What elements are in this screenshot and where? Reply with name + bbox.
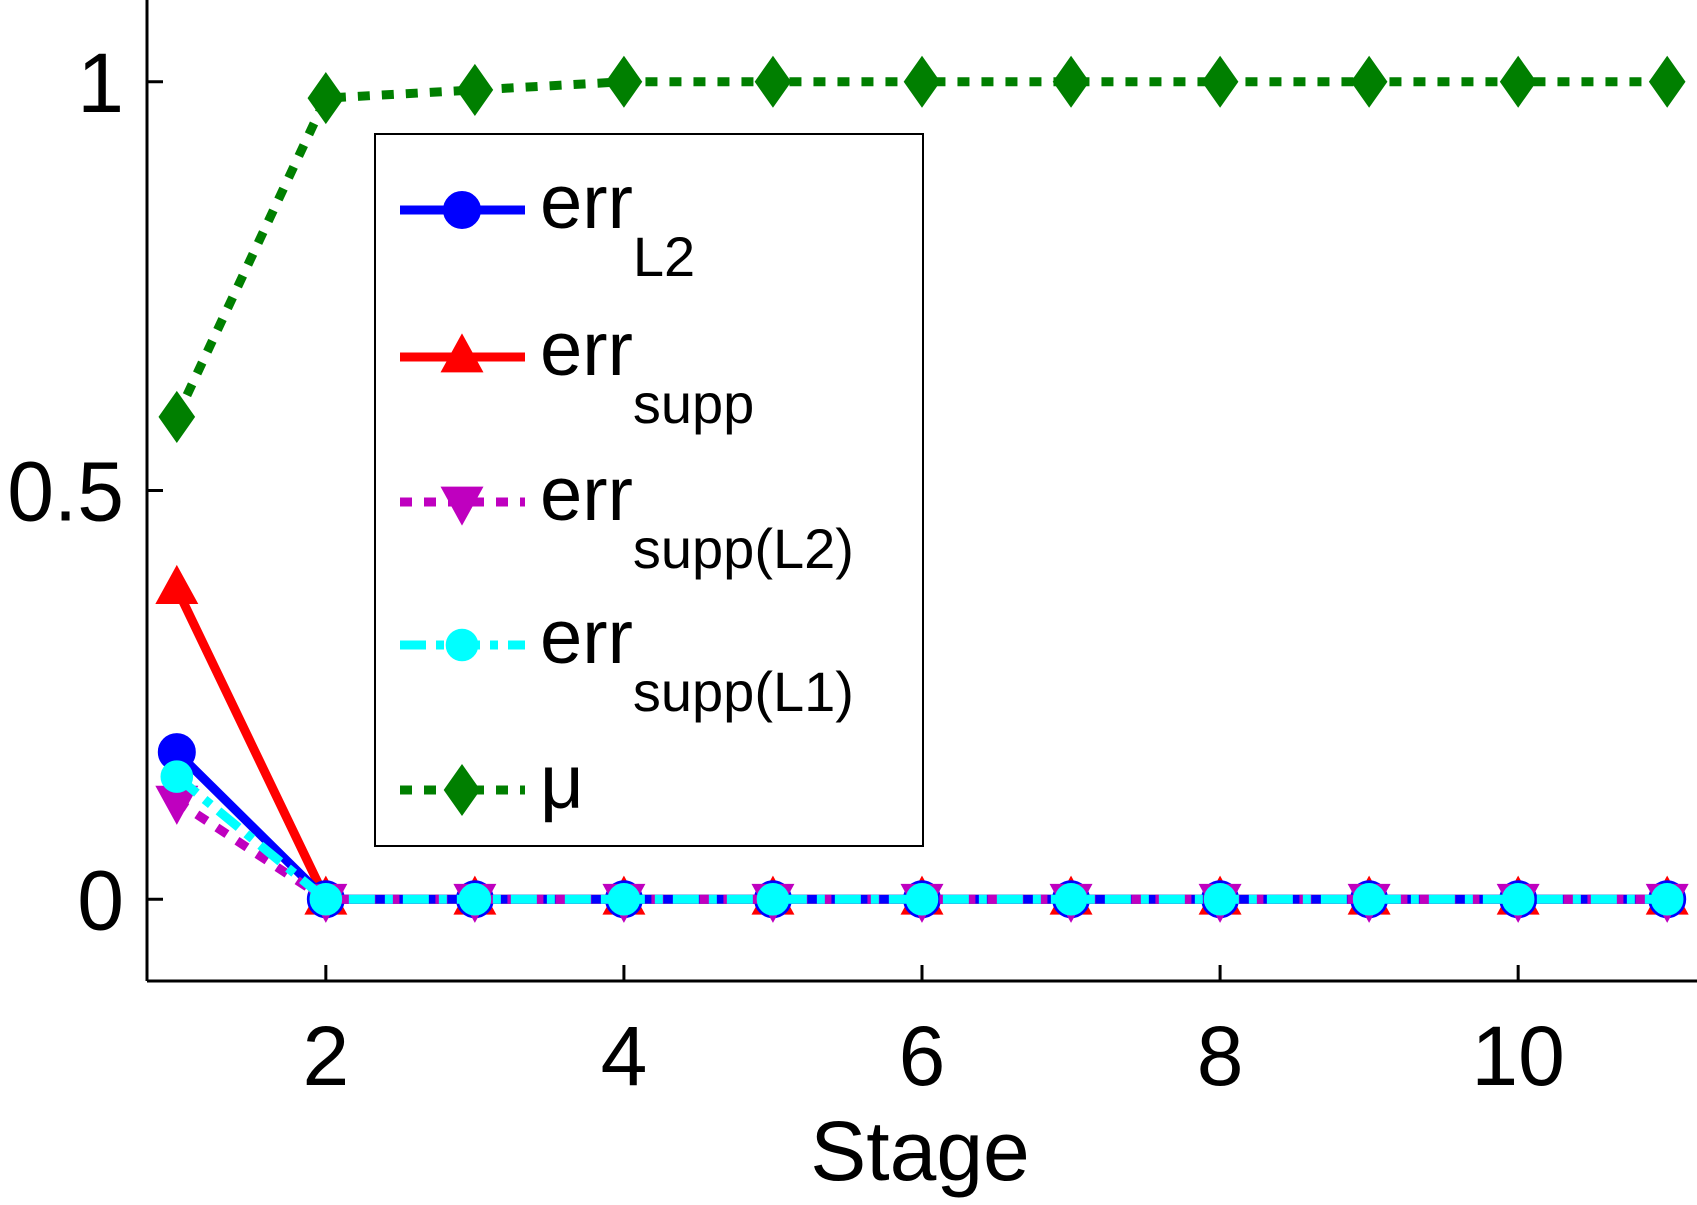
marker-triangle-down bbox=[440, 486, 484, 526]
marker-diamond bbox=[443, 763, 481, 817]
x-tick-label: 10 bbox=[1471, 1009, 1564, 1103]
marker-circle bbox=[1203, 882, 1237, 916]
marker-circle bbox=[905, 882, 939, 916]
marker-diamond bbox=[1201, 55, 1239, 108]
marker-diamond bbox=[1052, 55, 1090, 108]
legend-item: errsupp bbox=[400, 307, 754, 435]
marker-diamond bbox=[1350, 55, 1388, 108]
series-layer bbox=[155, 55, 1689, 923]
marker-triangle-up bbox=[155, 564, 199, 604]
marker-circle bbox=[309, 882, 343, 916]
marker-diamond bbox=[903, 55, 941, 108]
marker-circle bbox=[1650, 882, 1684, 916]
marker-diamond bbox=[1648, 55, 1686, 108]
legend: errL2 errsupp errsupp(L2) errsupp(L1) μ bbox=[374, 133, 924, 847]
y-tick-label: 0 bbox=[77, 853, 124, 947]
marker-circle bbox=[1501, 882, 1535, 916]
marker-circle bbox=[458, 882, 492, 916]
legend-item: μ bbox=[400, 740, 584, 825]
legend-item: errsupp(L2) bbox=[400, 452, 854, 580]
marker-diamond bbox=[605, 55, 643, 108]
series-err-suppl1 bbox=[160, 760, 1684, 916]
y-tick-label: 0.5 bbox=[7, 445, 124, 539]
legend-label: errL2 bbox=[540, 160, 695, 288]
marker-diamond bbox=[1499, 55, 1537, 108]
marker-circle bbox=[1054, 882, 1088, 916]
legend-label: μ bbox=[540, 740, 584, 825]
marker-circle bbox=[1352, 882, 1386, 916]
marker-diamond bbox=[456, 63, 494, 116]
marker-diamond bbox=[158, 390, 196, 443]
marker-circle bbox=[756, 882, 790, 916]
marker-diamond bbox=[754, 55, 792, 108]
legend-item: errsupp(L1) bbox=[400, 595, 854, 723]
x-tick-label: 2 bbox=[302, 1009, 349, 1103]
series-mu bbox=[158, 55, 1686, 443]
x-tick-label: 8 bbox=[1197, 1009, 1244, 1103]
series-line bbox=[172, 77, 1668, 419]
legend-label: errsupp(L2) bbox=[540, 452, 854, 580]
legend-label: errsupp(L1) bbox=[540, 595, 854, 723]
marker-circle bbox=[160, 760, 194, 793]
legend-item: errL2 bbox=[400, 160, 695, 288]
axes: 2 4 6 8 10 0 0.5 1 bbox=[7, 0, 1697, 1103]
marker-diamond bbox=[307, 72, 345, 125]
x-axis-label: Stage bbox=[810, 1104, 1030, 1198]
series-line bbox=[173, 773, 1668, 904]
y-tick-label: 1 bbox=[77, 36, 124, 130]
legend-label: errsupp bbox=[540, 307, 754, 435]
x-tick-label: 6 bbox=[899, 1009, 946, 1103]
marker-circle bbox=[443, 191, 481, 229]
x-tick-label: 4 bbox=[601, 1009, 648, 1103]
marker-circle bbox=[607, 882, 641, 916]
marker-triangle-up bbox=[440, 333, 484, 373]
marker-circle bbox=[445, 628, 479, 662]
